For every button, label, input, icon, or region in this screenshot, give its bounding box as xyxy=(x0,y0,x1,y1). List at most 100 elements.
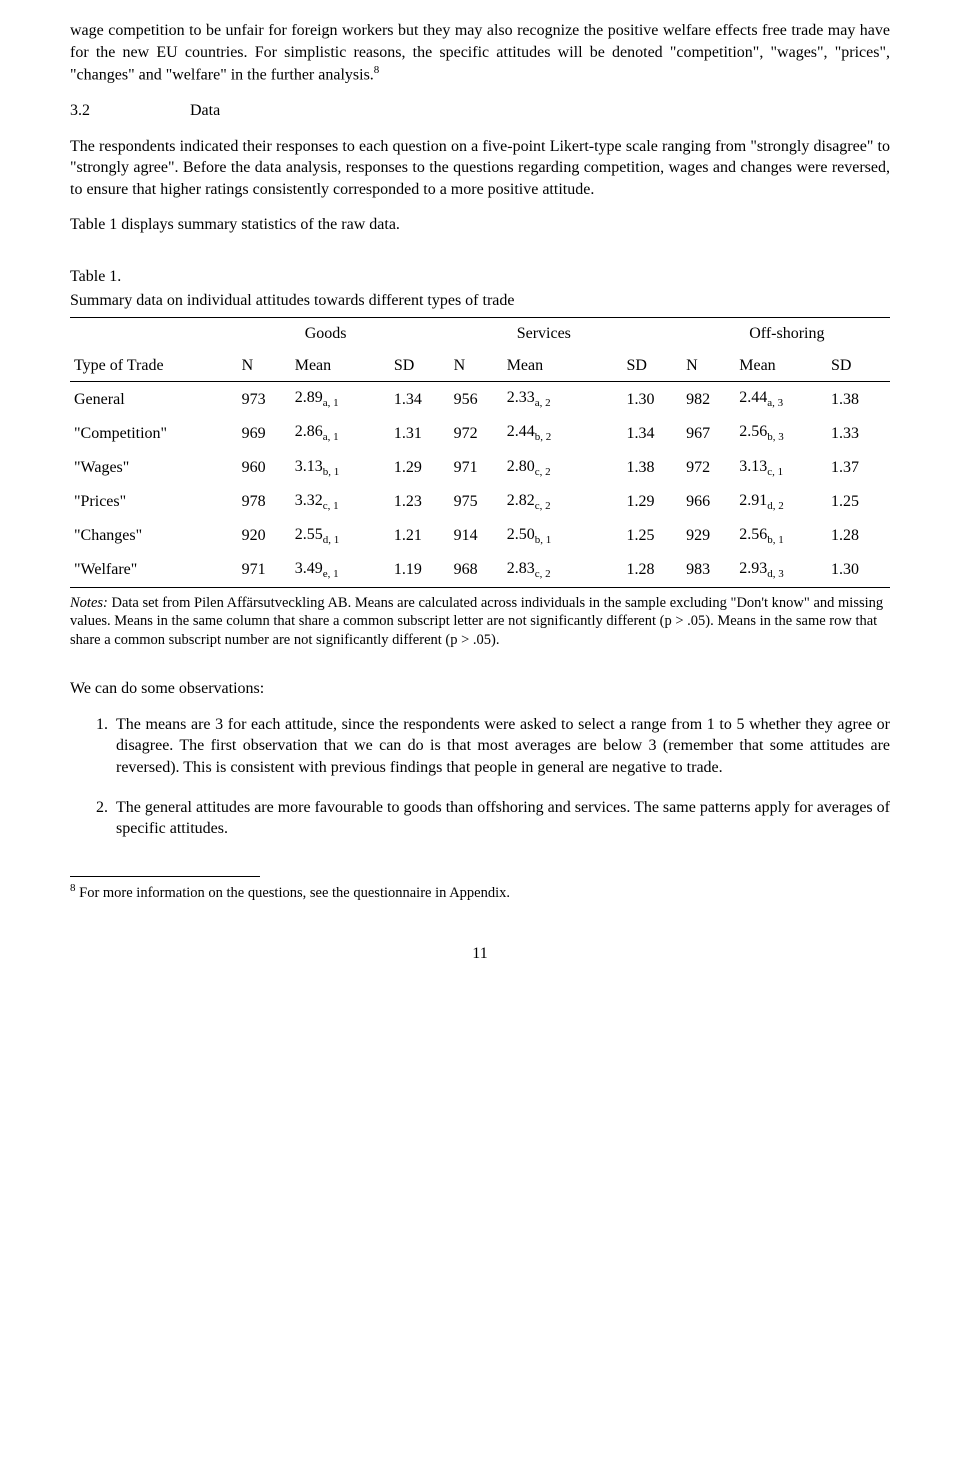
table-cell: 1.25 xyxy=(827,485,890,519)
table-cell: 2.89a, 1 xyxy=(291,382,390,417)
col-n: N xyxy=(450,350,503,382)
section-number: 3.2 xyxy=(70,100,190,122)
table-cell: 2.44b, 2 xyxy=(503,416,623,450)
table-cell: 972 xyxy=(450,416,503,450)
table-cell: 983 xyxy=(682,553,735,588)
col-n: N xyxy=(682,350,735,382)
table-cell: 975 xyxy=(450,485,503,519)
col-type: Type of Trade xyxy=(70,350,238,382)
table-cell: 2.33a, 2 xyxy=(503,382,623,417)
table-cell: 2.56b, 1 xyxy=(735,519,827,553)
col-sd: SD xyxy=(622,350,682,382)
table-cell: 968 xyxy=(450,553,503,588)
table-row: "Wages"9603.13b, 11.299712.80c, 21.38972… xyxy=(70,451,890,485)
table-cell: 3.13c, 1 xyxy=(735,451,827,485)
table-cell: 972 xyxy=(682,451,735,485)
table-cell: 1.28 xyxy=(827,519,890,553)
col-mean: Mean xyxy=(503,350,623,382)
table-cell: 1.34 xyxy=(390,382,450,417)
observations-intro: We can do some observations: xyxy=(70,678,890,700)
table-cell: 3.49e, 1 xyxy=(291,553,390,588)
table-notes: Notes: Data set from Pilen Affärsutveckl… xyxy=(70,594,890,651)
table-cell: "Prices" xyxy=(70,485,238,519)
section-heading: 3.2 Data xyxy=(70,100,890,122)
table-cell: General xyxy=(70,382,238,417)
table-cell: 2.86a, 1 xyxy=(291,416,390,450)
table-cell: 2.44a, 3 xyxy=(735,382,827,417)
table-cell: 956 xyxy=(450,382,503,417)
col-sd: SD xyxy=(390,350,450,382)
table-cell: "Changes" xyxy=(70,519,238,553)
paragraph-table-intro: Table 1 displays summary statistics of t… xyxy=(70,214,890,236)
table-cell: 971 xyxy=(238,553,291,588)
table-label: Table 1. xyxy=(70,266,890,288)
table-cell: 967 xyxy=(682,416,735,450)
table-cell: 982 xyxy=(682,382,735,417)
table-cell: 2.80c, 2 xyxy=(503,451,623,485)
table-cell: 969 xyxy=(238,416,291,450)
table-cell: 1.29 xyxy=(622,485,682,519)
table-cell: 1.29 xyxy=(390,451,450,485)
table-cell: 2.56b, 3 xyxy=(735,416,827,450)
table-cell: 1.37 xyxy=(827,451,890,485)
table-group-row: Goods Services Off-shoring xyxy=(70,318,890,350)
section-title: Data xyxy=(190,100,220,122)
table-cell: 978 xyxy=(238,485,291,519)
table-cell: 1.30 xyxy=(622,382,682,417)
table-header-row: Type of Trade N Mean SD N Mean SD N Mean… xyxy=(70,350,890,382)
col-sd: SD xyxy=(827,350,890,382)
table-cell: 960 xyxy=(238,451,291,485)
table-cell: "Wages" xyxy=(70,451,238,485)
col-n: N xyxy=(238,350,291,382)
table-cell: 929 xyxy=(682,519,735,553)
table-cell: 1.23 xyxy=(390,485,450,519)
table-cell: 914 xyxy=(450,519,503,553)
table-cell: 2.82c, 2 xyxy=(503,485,623,519)
table-row: "Welfare"9713.49e, 11.199682.83c, 21.289… xyxy=(70,553,890,588)
table-cell: "Competition" xyxy=(70,416,238,450)
table-cell: 2.93d, 3 xyxy=(735,553,827,588)
table-row: "Changes"9202.55d, 11.219142.50b, 11.259… xyxy=(70,519,890,553)
table-row: General9732.89a, 11.349562.33a, 21.30982… xyxy=(70,382,890,417)
footnote: 8 For more information on the questions,… xyxy=(70,881,890,903)
footnote-separator xyxy=(70,876,260,877)
table-cell: 920 xyxy=(238,519,291,553)
paragraph-intro: wage competition to be unfair for foreig… xyxy=(70,20,890,86)
table-cell: 1.38 xyxy=(827,382,890,417)
table-cell: 1.28 xyxy=(622,553,682,588)
table-cell: 1.34 xyxy=(622,416,682,450)
table-row: "Prices"9783.32c, 11.239752.82c, 21.2996… xyxy=(70,485,890,519)
table-cell: 1.19 xyxy=(390,553,450,588)
col-mean: Mean xyxy=(735,350,827,382)
table-cell: 3.13b, 1 xyxy=(291,451,390,485)
table-cell: 971 xyxy=(450,451,503,485)
observations-list: The means are 3 for each attitude, since… xyxy=(70,714,890,840)
table-row: "Competition"9692.86a, 11.319722.44b, 21… xyxy=(70,416,890,450)
table-cell: 2.55d, 1 xyxy=(291,519,390,553)
col-mean: Mean xyxy=(291,350,390,382)
para1-text: wage competition to be unfair for foreig… xyxy=(70,22,890,84)
group-goods: Goods xyxy=(291,318,390,350)
footnote-text: For more information on the questions, s… xyxy=(76,885,511,901)
observation-item: The means are 3 for each attitude, since… xyxy=(112,714,890,779)
paragraph-data-desc: The respondents indicated their response… xyxy=(70,136,890,201)
notes-label: Notes: xyxy=(70,595,108,611)
footnote-ref-8: 8 xyxy=(374,64,380,76)
table-cell: 1.33 xyxy=(827,416,890,450)
table-cell: 2.91d, 2 xyxy=(735,485,827,519)
notes-text: Data set from Pilen Affärsutveckling AB.… xyxy=(70,595,883,649)
table-cell: 2.83c, 2 xyxy=(503,553,623,588)
table-cell: 1.30 xyxy=(827,553,890,588)
table-cell: "Welfare" xyxy=(70,553,238,588)
observation-item: The general attitudes are more favourabl… xyxy=(112,797,890,840)
table-cell: 1.31 xyxy=(390,416,450,450)
table-cell: 973 xyxy=(238,382,291,417)
table-cell: 966 xyxy=(682,485,735,519)
group-offshoring: Off-shoring xyxy=(735,318,890,350)
table-caption: Summary data on individual attitudes tow… xyxy=(70,290,890,312)
table-cell: 2.50b, 1 xyxy=(503,519,623,553)
table-cell: 1.21 xyxy=(390,519,450,553)
summary-table: Goods Services Off-shoring Type of Trade… xyxy=(70,317,890,587)
table-cell: 1.38 xyxy=(622,451,682,485)
group-services: Services xyxy=(503,318,623,350)
